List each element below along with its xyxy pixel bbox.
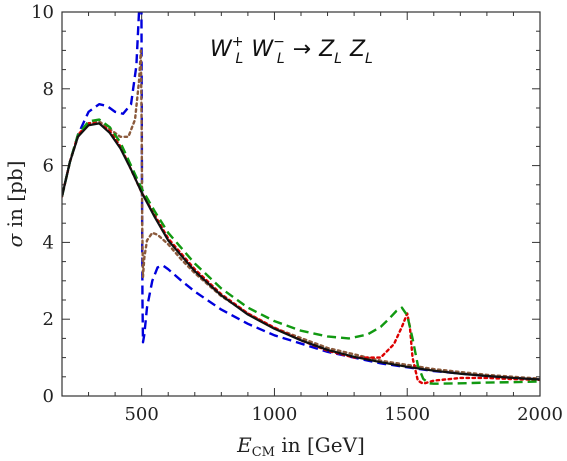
x-tick-label: 1500 — [384, 404, 430, 425]
x-tick-label: 2000 — [517, 404, 563, 425]
y-axis-title: σ in [pb] — [3, 161, 27, 248]
x-axis-title: ECM in [GeV] — [236, 433, 365, 460]
x-tick-label: 500 — [124, 404, 158, 425]
plot-frame — [61, 11, 541, 397]
series-line-2 — [62, 49, 540, 380]
y-tick-label: 0 — [43, 386, 54, 407]
series-layer — [62, 12, 540, 385]
series-line-1 — [62, 12, 540, 381]
y-tick-label: 2 — [43, 309, 54, 330]
series-line-4 — [62, 118, 540, 385]
y-tick-label: 6 — [43, 156, 54, 177]
x-tick-label: 1000 — [252, 404, 298, 425]
y-tick-label: 4 — [43, 232, 54, 253]
chart-title: W+ L W− L → ZL ZL — [210, 34, 373, 67]
y-tick-label: 10 — [31, 2, 54, 23]
series-line-5 — [62, 122, 540, 381]
y-tick-label: 8 — [43, 79, 54, 100]
axis-ticks — [62, 11, 541, 397]
tick-labels: 500 1000 1500 2000 0 2 4 6 8 10 — [31, 2, 563, 425]
